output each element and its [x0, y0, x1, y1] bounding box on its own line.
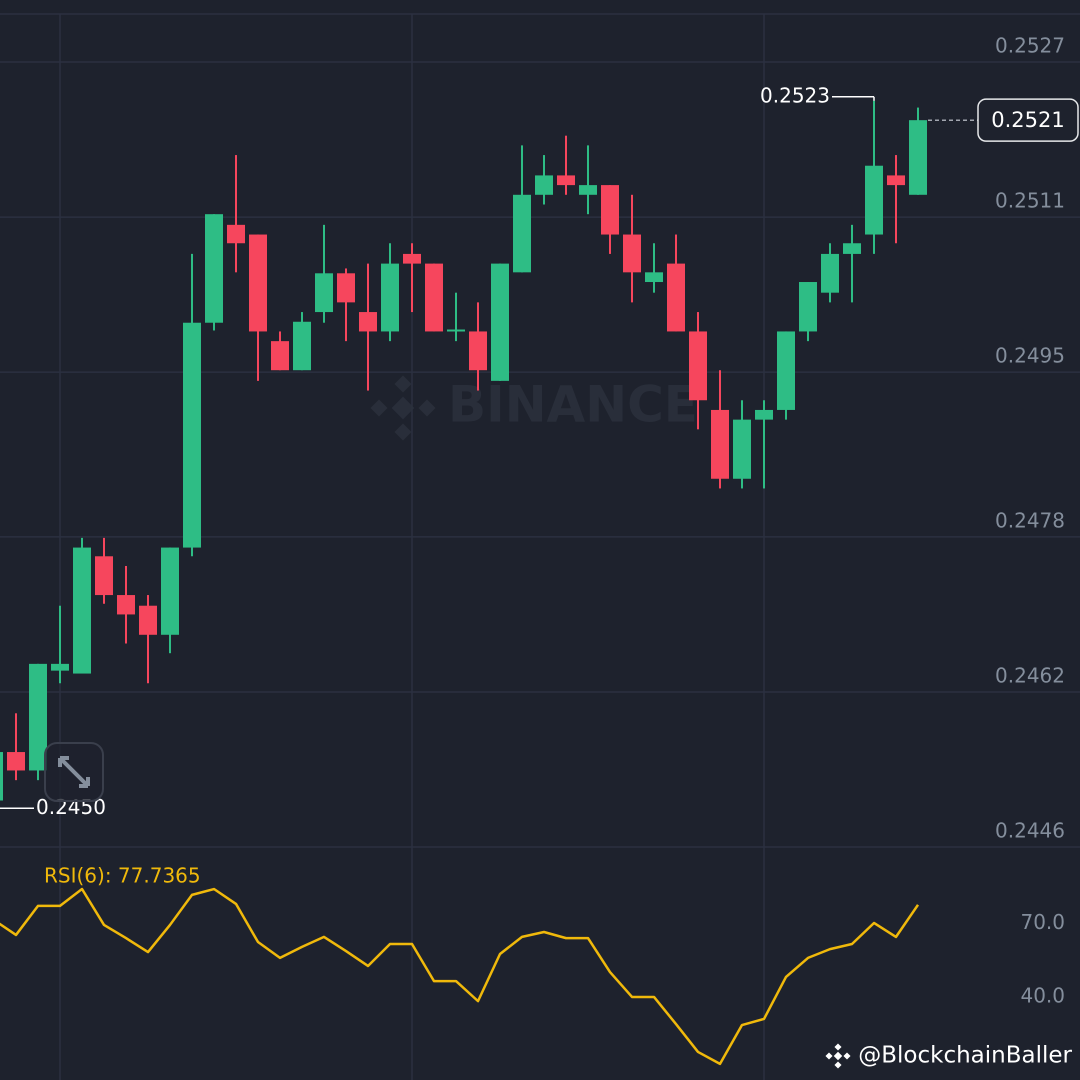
- candle-body: [0, 752, 3, 801]
- candle-body: [73, 547, 91, 674]
- candle-body: [843, 243, 861, 254]
- candle-body: [359, 312, 377, 332]
- candle-body: [909, 120, 927, 195]
- candle-body: [645, 272, 663, 283]
- candle-body: [865, 165, 883, 235]
- y-tick-label: 0.2511: [995, 189, 1065, 213]
- candle-body: [491, 263, 509, 381]
- candle-body: [7, 752, 25, 771]
- candle-body: [535, 175, 553, 195]
- y-tick-label: 0.2478: [995, 508, 1065, 532]
- candle-body: [447, 329, 465, 332]
- candle-body: [139, 605, 157, 635]
- rsi-title: RSI(6): 77.7365: [44, 864, 201, 888]
- candle-body: [205, 214, 223, 323]
- candle-body: [821, 253, 839, 293]
- candle-body: [249, 234, 267, 332]
- expand-button[interactable]: [44, 742, 104, 802]
- last-price-label: 0.2521: [991, 108, 1064, 132]
- candle-body: [777, 331, 795, 410]
- candle-body: [403, 253, 421, 264]
- last-price-box: [977, 98, 1079, 142]
- candle-body: [315, 273, 333, 313]
- high-label: 0.2523: [760, 83, 830, 107]
- candle-body: [51, 663, 69, 671]
- y-tick-label: 0.2462: [995, 663, 1065, 687]
- candle-body: [623, 234, 641, 273]
- candle-body: [469, 331, 487, 371]
- y-tick-label: 0.2495: [995, 344, 1065, 368]
- candle-body: [755, 409, 773, 420]
- candle-body: [711, 409, 729, 479]
- candle-body: [293, 321, 311, 371]
- candle-body: [887, 175, 905, 186]
- candle-body: [271, 341, 289, 371]
- candle-body: [799, 282, 817, 332]
- candle-body: [95, 556, 113, 596]
- candle-body: [29, 663, 47, 771]
- y-tick-label: 0.2446: [995, 819, 1065, 843]
- y-tick-label: 70.0: [1020, 910, 1065, 934]
- y-tick-label: 40.0: [1020, 983, 1065, 1007]
- y-tick-label: 0.2527: [995, 34, 1065, 58]
- rsi-line: [0, 887, 920, 1066]
- candle-body: [689, 331, 707, 401]
- candle-body: [381, 263, 399, 332]
- candle-body: [337, 273, 355, 303]
- candle-body: [117, 595, 135, 615]
- candle-body: [425, 263, 443, 332]
- watermark-text: BINANCE: [448, 376, 698, 434]
- credit: @BlockchainBaller: [825, 1043, 1073, 1069]
- candle-body: [161, 547, 179, 635]
- credit-text: @BlockchainBaller: [858, 1043, 1072, 1069]
- candle-body: [183, 322, 201, 548]
- candle-body: [733, 419, 751, 479]
- candle-body: [579, 185, 597, 195]
- candle-body: [601, 185, 619, 235]
- candle-body: [667, 263, 685, 332]
- plot: 0.2527 0.2511 0.2495 0.2478 0.2462 0.2446 0.25…: [0, 34, 1080, 1066]
- candle-body: [557, 175, 575, 186]
- candle-body: [227, 224, 245, 244]
- candle-body: [513, 194, 531, 273]
